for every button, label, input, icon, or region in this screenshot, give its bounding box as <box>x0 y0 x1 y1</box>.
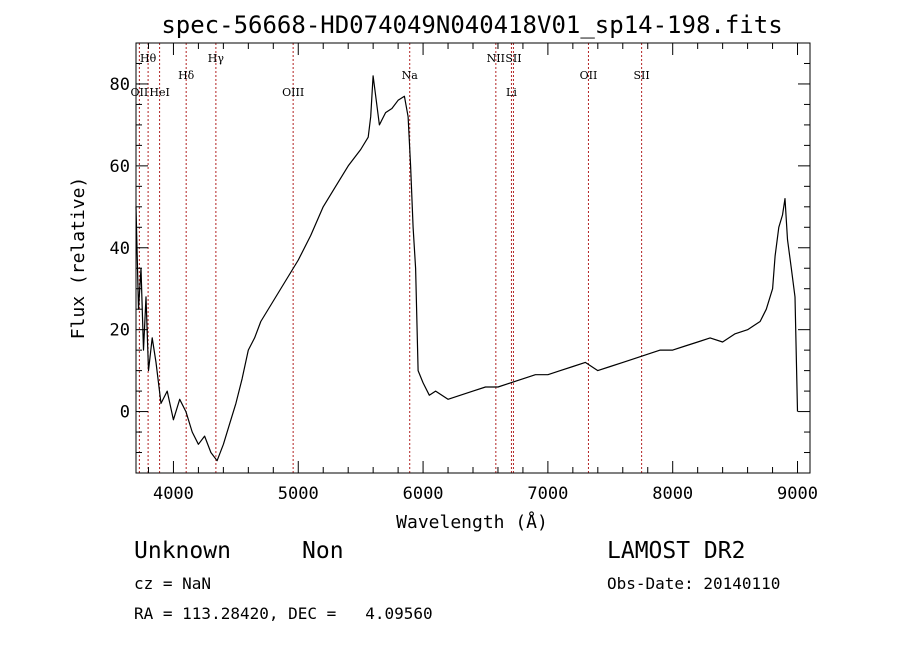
line-label: NII <box>487 52 505 65</box>
x-tick-label: 4000 <box>153 484 194 504</box>
x-tick-label: 7000 <box>527 484 568 504</box>
spectrum-line <box>135 75 799 462</box>
line-label: Hθ <box>140 52 157 65</box>
coordinates: RA = 113.28420, DEC = 4.09560 <box>134 604 433 623</box>
line-label: Hγ <box>208 52 225 65</box>
y-tick-label: 60 <box>110 157 130 177</box>
line-label: Na <box>402 69 419 82</box>
survey-name: LAMOST DR2 <box>607 538 746 564</box>
spectrum-series <box>135 75 799 462</box>
line-label: SII <box>505 52 521 65</box>
line-label: OII <box>131 86 149 99</box>
object-class: Unknown <box>134 538 231 564</box>
y-tick-label: 40 <box>110 239 130 259</box>
axes: 4000 5000 6000 7000 8000 9000 0 20 40 60 80 <box>110 42 818 504</box>
y-tick-label: 0 <box>120 403 130 423</box>
line-label: OIII <box>282 86 304 99</box>
x-tick-label: 6000 <box>403 484 444 504</box>
plot-frame <box>135 42 811 474</box>
y-tick-label: 20 <box>110 321 130 341</box>
line-label: HeI <box>149 86 169 99</box>
y-tick-label: 80 <box>110 75 130 95</box>
object-subclass: Non <box>302 538 344 564</box>
line-label: OII <box>580 69 598 82</box>
x-axis-label: Wavelength (Å) <box>396 511 548 533</box>
y-axis-label: Flux (relative) <box>68 177 89 340</box>
line-label: Hδ <box>178 69 195 82</box>
x-tick-label: 9000 <box>777 484 818 504</box>
chart-title: spec-56668-HD074049N040418V01_sp14-198.f… <box>161 11 782 39</box>
line-label: Li <box>506 86 517 99</box>
obs-date: Obs-Date: 20140110 <box>607 574 781 593</box>
cz-value: cz = NaN <box>134 574 212 593</box>
x-tick-label: 8000 <box>652 484 693 504</box>
line-label: SII <box>634 69 650 82</box>
x-tick-label: 5000 <box>278 484 319 504</box>
